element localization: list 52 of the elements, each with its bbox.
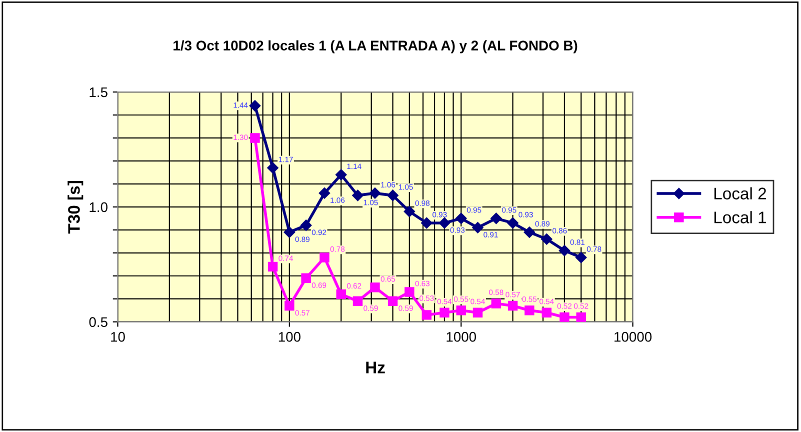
point [370, 282, 380, 292]
point [491, 298, 502, 308]
point [336, 289, 346, 300]
legend-label: Local 2 [714, 187, 766, 200]
point [576, 312, 586, 322]
x-tick-label: 10 [111, 332, 125, 342]
point [404, 206, 416, 218]
x-axis-title: Hz [366, 362, 385, 374]
point [558, 244, 570, 256]
point [541, 233, 552, 245]
legend-label: Local 1 [714, 211, 766, 224]
y-tick-label: 0.5 [89, 317, 108, 328]
y-tick-label: 1.5 [90, 87, 108, 98]
point [507, 217, 518, 229]
x-tick-label: 10000 [614, 332, 652, 342]
point [421, 217, 432, 229]
x-tick-label: 1000 [446, 332, 476, 342]
point [472, 222, 484, 234]
point [440, 308, 450, 318]
point [404, 287, 414, 297]
point [542, 308, 552, 318]
point [284, 300, 294, 311]
point [336, 169, 347, 180]
point [267, 162, 278, 174]
point [369, 188, 381, 199]
chart-title: 1/3 Oct 10D02 locales 1 (A LA ENTRADA A) y 2 (AL FONDO B) [174, 40, 578, 54]
point [422, 310, 432, 320]
point [318, 188, 330, 199]
point [352, 296, 363, 306]
point [576, 252, 587, 264]
point [456, 212, 467, 224]
point [456, 305, 466, 316]
point [438, 217, 450, 229]
point [250, 133, 260, 143]
point [490, 212, 502, 224]
point [301, 273, 311, 284]
point [387, 190, 398, 202]
point [249, 100, 261, 112]
point [268, 262, 278, 272]
point [560, 312, 570, 322]
x-tick-label: 100 [278, 332, 300, 342]
point [300, 220, 312, 231]
point [352, 190, 364, 202]
y-axis-title: T30 [s] [68, 181, 84, 234]
point [508, 300, 518, 311]
point [388, 296, 398, 306]
point [284, 226, 296, 238]
point [472, 308, 483, 318]
y-tick-label: 1.0 [90, 202, 108, 212]
point [320, 252, 330, 262]
point [524, 305, 534, 316]
point [524, 226, 536, 238]
